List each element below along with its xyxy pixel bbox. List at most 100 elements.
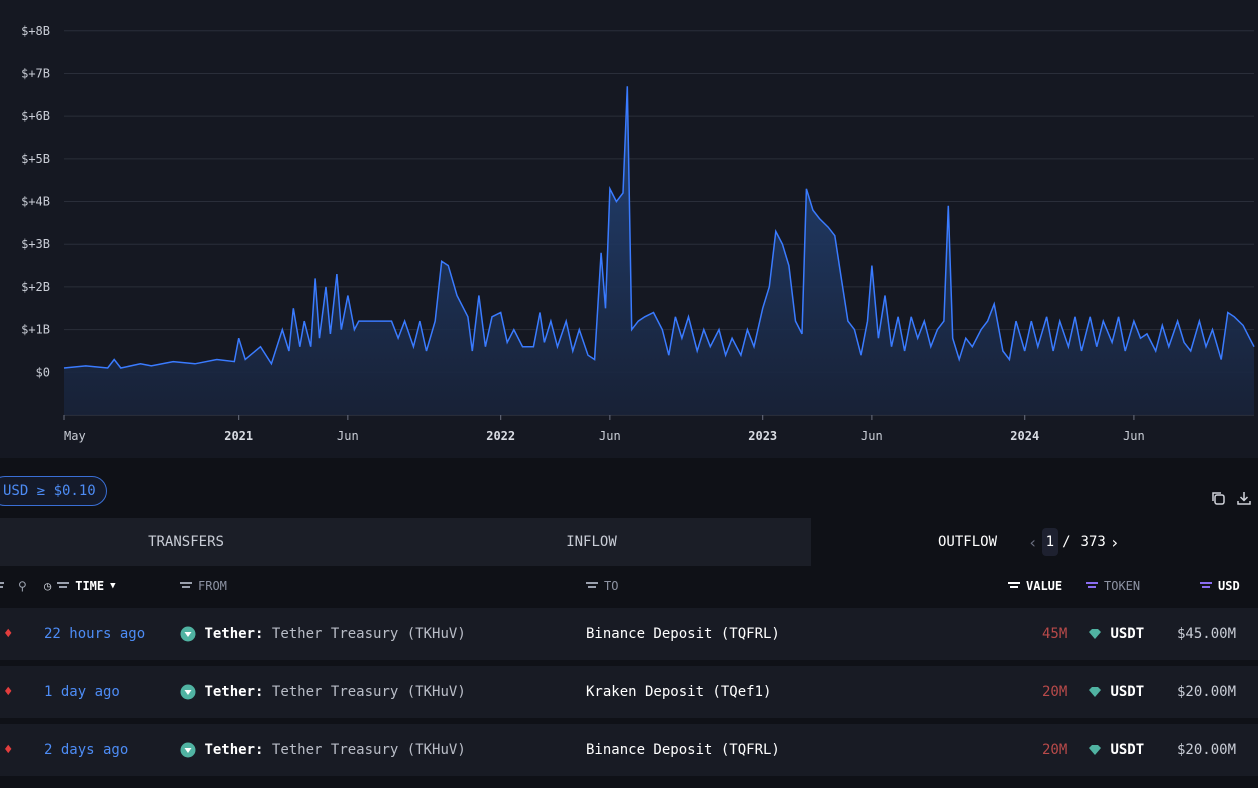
prev-page-icon[interactable]: ‹: [1028, 532, 1038, 552]
usd-header-label: USD: [1218, 579, 1240, 593]
y-tick-label: $+5B: [21, 152, 50, 166]
balance-chart: $+8B $+7B $+6B $+5B $+4B $+3B $+2B $+1B $0 May 202…: [0, 0, 1258, 458]
table-row[interactable]: ♦ 22 hours ago Tether: Tether Treasury (…: [0, 608, 1258, 660]
usd-filter-chip[interactable]: USD ≥ $0.10: [0, 476, 107, 506]
series-area: [64, 86, 1254, 416]
tether-icon: [180, 626, 196, 642]
y-tick-label: $+2B: [21, 280, 50, 294]
value-column-header[interactable]: VALUE: [1008, 566, 1062, 606]
x-tick-label: 2023: [748, 429, 777, 443]
usdt-icon: [1089, 687, 1101, 697]
row-value: 45M: [1042, 626, 1068, 642]
current-page[interactable]: 1: [1041, 528, 1059, 556]
download-icon[interactable]: [1236, 490, 1252, 510]
tether-icon: [180, 742, 196, 758]
copy-icon[interactable]: [1210, 490, 1226, 510]
x-tick-label: Jun: [861, 429, 883, 443]
usdt-icon: [1089, 629, 1101, 639]
from-column-header[interactable]: FROM: [180, 566, 227, 606]
row-to[interactable]: Binance Deposit (TQFRL): [586, 742, 780, 758]
token-symbol: USDT: [1110, 684, 1145, 700]
x-tick-label: 2021: [224, 429, 253, 443]
time-header-label: TIME: [75, 579, 105, 593]
row-token[interactable]: USDT: [1088, 608, 1144, 660]
tron-chain-icon: ♦: [4, 742, 13, 758]
row-to[interactable]: Kraken Deposit (TQef1): [586, 684, 772, 700]
row-from[interactable]: Tether: Tether Treasury (TKHuV): [180, 724, 466, 776]
token-column-header[interactable]: TOKEN: [1086, 566, 1140, 606]
time-column-header[interactable]: ◷ TIME ▼: [44, 566, 116, 606]
series-line[interactable]: [63, 86, 1255, 369]
balance-chart-svg: $+8B $+7B $+6B $+5B $+4B $+3B $+2B $+1B $0 May 202…: [21, 24, 1255, 443]
filter-icon[interactable]: [0, 581, 12, 591]
total-pages: 373: [1080, 534, 1106, 550]
x-tick-label: 2022: [486, 429, 515, 443]
tab-outflow-label: OUTFLOW: [938, 534, 998, 550]
tab-transfers[interactable]: TRANSFERS: [0, 518, 372, 566]
from-entity: Tether:: [204, 626, 264, 642]
row-value: 20M: [1042, 742, 1068, 758]
row-usd: $20.00M: [1177, 684, 1237, 700]
table-header: ⚲ ◷ TIME ▼ FROM TO VALUE TOKEN USD: [0, 566, 1258, 606]
value-header-label: VALUE: [1026, 579, 1063, 593]
from-header-label: FROM: [198, 579, 227, 593]
table-row[interactable]: ♦ 1 day ago Tether: Tether Treasury (TKH…: [0, 666, 1258, 718]
row-time[interactable]: 22 hours ago: [44, 626, 146, 642]
y-tick-label: $+4B: [21, 195, 50, 209]
row-usd: $20.00M: [1177, 742, 1237, 758]
page-separator: /: [1062, 534, 1071, 550]
table-actions: [1210, 490, 1252, 510]
clock-icon: ◷: [44, 579, 52, 593]
row-from[interactable]: Tether: Tether Treasury (TKHuV): [180, 666, 466, 718]
row-time[interactable]: 1 day ago: [44, 684, 120, 700]
chain-filter-cell[interactable]: ⚲: [0, 566, 27, 606]
token-header-label: TOKEN: [1104, 579, 1141, 593]
usd-column-header[interactable]: USD: [1200, 566, 1240, 606]
tron-chain-icon: ♦: [4, 626, 13, 642]
tab-inflow[interactable]: INFLOW: [372, 518, 811, 566]
x-tick-label: 2024: [1010, 429, 1039, 443]
row-token[interactable]: USDT: [1088, 666, 1144, 718]
link-icon[interactable]: ⚲: [18, 579, 27, 593]
pagination: ‹ 1 / 373 ›: [1028, 518, 1119, 566]
y-tick-label: $+8B: [21, 24, 50, 38]
tether-icon: [180, 684, 196, 700]
row-from[interactable]: Tether: Tether Treasury (TKHuV): [180, 608, 466, 660]
to-header-label: TO: [604, 579, 619, 593]
transfer-tabs: TRANSFERS INFLOW OUTFLOW ‹ 1 / 373 ›: [0, 518, 1258, 566]
from-entity: Tether:: [204, 684, 264, 700]
y-tick-label: $+1B: [21, 323, 50, 337]
usdt-icon: [1089, 745, 1101, 755]
row-to[interactable]: Binance Deposit (TQFRL): [586, 626, 780, 642]
from-entity: Tether:: [204, 742, 264, 758]
row-token[interactable]: USDT: [1088, 724, 1144, 776]
table-row[interactable]: ♦ 2 days ago Tether: Tether Treasury (TK…: [0, 724, 1258, 776]
y-tick-label: $+7B: [21, 66, 50, 80]
filter-icon[interactable]: [1008, 581, 1020, 591]
tron-chain-icon: ♦: [4, 684, 13, 700]
tab-outflow[interactable]: OUTFLOW: [811, 518, 1071, 566]
x-tick-label: Jun: [599, 429, 621, 443]
x-tick-label: Jun: [337, 429, 359, 443]
filter-icon[interactable]: [1086, 581, 1098, 591]
x-tick-label: May: [64, 429, 86, 443]
token-symbol: USDT: [1110, 742, 1145, 758]
row-value: 20M: [1042, 684, 1068, 700]
to-column-header[interactable]: TO: [586, 566, 618, 606]
next-page-icon[interactable]: ›: [1109, 532, 1120, 552]
y-tick-label: $+3B: [21, 237, 50, 251]
y-tick-label: $+6B: [21, 109, 50, 123]
from-address-label: Tether Treasury (TKHuV): [271, 742, 466, 758]
y-tick-label: $0: [36, 365, 50, 379]
from-address-label: Tether Treasury (TKHuV): [271, 684, 466, 700]
filter-bar: [0, 458, 1258, 518]
filter-icon[interactable]: [57, 581, 70, 591]
x-tick-label: Jun: [1123, 429, 1145, 443]
filter-icon[interactable]: [180, 581, 192, 591]
filter-icon[interactable]: [586, 581, 598, 591]
from-address-label: Tether Treasury (TKHuV): [271, 626, 466, 642]
sort-down-icon[interactable]: ▼: [110, 581, 116, 591]
token-symbol: USDT: [1110, 626, 1145, 642]
row-time[interactable]: 2 days ago: [44, 742, 129, 758]
filter-icon[interactable]: [1200, 581, 1212, 591]
